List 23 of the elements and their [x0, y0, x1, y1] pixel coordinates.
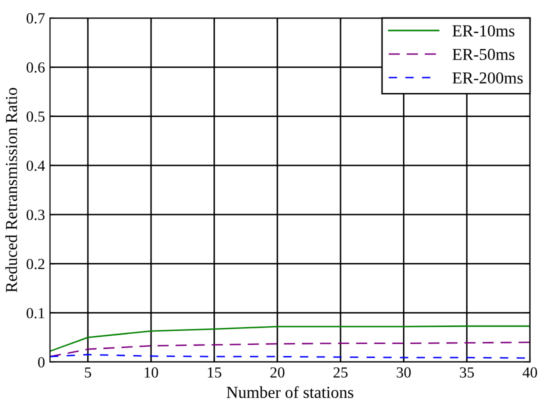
legend-label: ER-10ms: [452, 25, 514, 36]
x-tick-label: 25: [334, 367, 348, 378]
x-tick-label: 35: [460, 367, 474, 378]
y-axis-title: Reduced Retransmission Ratio: [5, 88, 18, 292]
y-tick-label: 0.1: [26, 308, 44, 318]
x-tick-label: 30: [396, 367, 411, 378]
x-tick-label: 15: [208, 367, 222, 378]
y-tick-label: 0.4: [26, 160, 45, 171]
y-tick-label: 0.7: [26, 13, 45, 24]
x-axis-title: Number of stations: [226, 386, 354, 398]
y-tick-label: 0.6: [26, 62, 45, 73]
y-tick-label: 0.5: [26, 111, 45, 122]
x-tick-label: 20: [270, 367, 284, 378]
y-tick-label: 0.2: [26, 258, 44, 270]
legend-label: ER-200ms: [452, 72, 523, 84]
x-tick-label: 40: [522, 367, 538, 378]
line-series: [50, 325, 530, 352]
x-tick-label: 10: [144, 367, 158, 378]
line-series: [50, 342, 530, 358]
x-tick-label: 5: [84, 367, 92, 378]
y-tick-label: 0: [38, 357, 45, 368]
legend-label: ER-50ms: [452, 48, 514, 60]
y-tick-label: 0.3: [26, 210, 45, 220]
